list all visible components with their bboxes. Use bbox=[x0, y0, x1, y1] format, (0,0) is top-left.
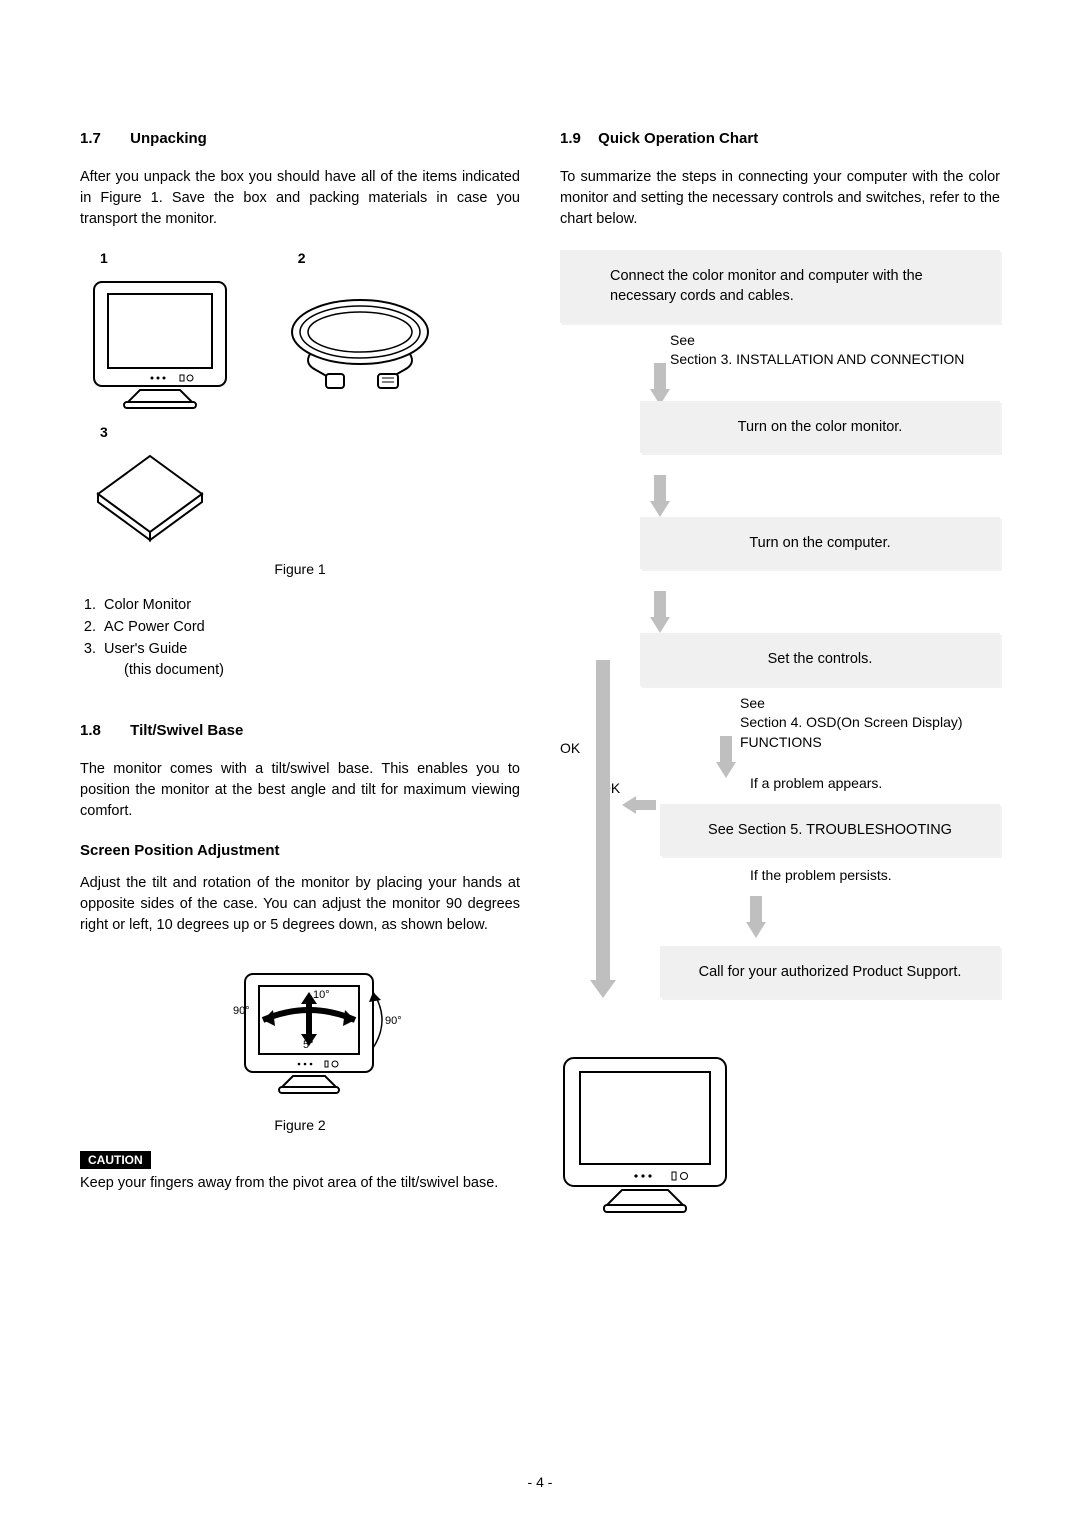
arrow-down-icon bbox=[746, 922, 766, 938]
heading-1-7: 1.7 Unpacking bbox=[80, 130, 520, 147]
item-number: 1 bbox=[100, 250, 108, 266]
flow-step-3: Turn on the computer. bbox=[640, 517, 1000, 569]
figure1-caption: Figure 1 bbox=[80, 561, 520, 577]
heading-title: Tilt/Swivel Base bbox=[130, 722, 243, 739]
heading-num: 1.7 bbox=[80, 130, 126, 147]
flow-note-1: See Section 3. INSTALLATION AND CONNECTI… bbox=[670, 331, 1000, 370]
ok-label: OK bbox=[560, 740, 580, 756]
power-cord-icon bbox=[270, 282, 450, 402]
caution-block: CAUTION Keep your fingers away from the … bbox=[80, 1151, 520, 1194]
item-number: 2 bbox=[298, 250, 306, 266]
monitor-icon bbox=[550, 1048, 740, 1218]
arrow-down-icon bbox=[650, 617, 670, 633]
page: 1.7 Unpacking After you unpack the box y… bbox=[0, 0, 1080, 1528]
flow-step-2: Turn on the color monitor. bbox=[640, 401, 1000, 453]
manual-icon bbox=[90, 450, 210, 550]
flow-step-1: Connect the color monitor and computer w… bbox=[560, 250, 1000, 323]
arrow-left-icon bbox=[622, 796, 636, 814]
svg-text:90°: 90° bbox=[233, 1005, 250, 1017]
heading-title: Quick Operation Chart bbox=[598, 130, 758, 147]
page-number: - 4 - bbox=[0, 1474, 1080, 1490]
figure1-item-numbers: 1 2 bbox=[80, 250, 520, 266]
para-1-9: To summarize the steps in connecting you… bbox=[560, 167, 1000, 230]
heading-num: 1.8 bbox=[80, 722, 126, 739]
flow-note-persist: If the problem persists. bbox=[750, 866, 1000, 886]
item-number: 3 bbox=[100, 424, 520, 440]
para-spa: Adjust the tilt and rotation of the moni… bbox=[80, 873, 520, 936]
right-column: 1.9 Quick Operation Chart To summarize t… bbox=[560, 130, 1000, 1223]
flow-step-6: Call for your authorized Product Support… bbox=[660, 946, 1000, 998]
arrow-down-icon bbox=[650, 501, 670, 517]
para-1-7: After you unpack the box you should have… bbox=[80, 167, 520, 230]
note-text: Section 3. INSTALLATION AND CONNECTION bbox=[670, 351, 964, 367]
list-item: Color Monitor bbox=[100, 595, 520, 617]
note-text: See bbox=[740, 695, 765, 711]
caution-text: Keep your fingers away from the pivot ar… bbox=[80, 1173, 520, 1194]
heading-1-9: 1.9 Quick Operation Chart bbox=[560, 130, 1000, 147]
list-item: AC Power Cord bbox=[100, 617, 520, 639]
svg-text:5°: 5° bbox=[303, 1039, 314, 1051]
flow-step-5: See Section 5. TROUBLESHOOTING bbox=[660, 804, 1000, 856]
heading-1-8: 1.8 Tilt/Swivel Base bbox=[80, 722, 520, 739]
list-item-text: User's Guide bbox=[104, 641, 187, 657]
figure1-list: Color Monitor AC Power Cord User's Guide… bbox=[80, 595, 520, 682]
svg-text:90°: 90° bbox=[385, 1015, 402, 1027]
flow-note-4: See Section 4. OSD(On Screen Display) FU… bbox=[740, 694, 1000, 753]
heading-title: Unpacking bbox=[130, 130, 207, 147]
note-text: See bbox=[670, 332, 695, 348]
figure2-caption: Figure 2 bbox=[80, 1117, 520, 1133]
arrow-down-icon bbox=[716, 762, 736, 778]
flow-note-problem: If a problem appears. bbox=[750, 774, 882, 794]
figure1-row2 bbox=[80, 450, 520, 555]
heading-num: 1.9 bbox=[560, 130, 594, 147]
note-text: Section 4. OSD(On Screen Display) FUNCTI… bbox=[740, 714, 963, 750]
para-1-8: The monitor comes with a tilt/swivel bas… bbox=[80, 759, 520, 822]
left-column: 1.7 Unpacking After you unpack the box y… bbox=[80, 130, 520, 1223]
tilt-monitor-icon: 90° 90° 10° 5° bbox=[185, 956, 415, 1106]
subheading-spa: Screen Position Adjustment bbox=[80, 842, 520, 859]
flowchart: Connect the color monitor and computer w… bbox=[560, 250, 1000, 1223]
figure2: 90° 90° 10° 5° bbox=[80, 956, 520, 1111]
big-arrow-down-icon bbox=[596, 660, 616, 998]
monitor-icon bbox=[80, 272, 240, 412]
list-item: User's Guide (this document) bbox=[100, 639, 520, 683]
figure1-row1 bbox=[80, 272, 520, 412]
flow-step-4: Set the controls. bbox=[640, 633, 1000, 685]
two-column-layout: 1.7 Unpacking After you unpack the box y… bbox=[80, 130, 1000, 1223]
caution-badge: CAUTION bbox=[80, 1151, 151, 1169]
list-item-note: (this document) bbox=[124, 660, 520, 682]
svg-text:10°: 10° bbox=[313, 989, 330, 1001]
